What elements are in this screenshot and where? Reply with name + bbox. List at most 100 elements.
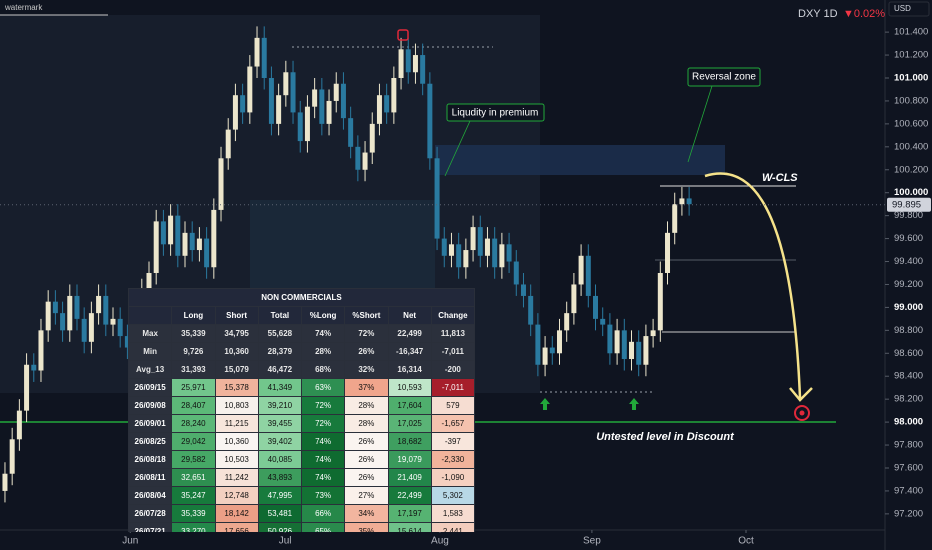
- candle-body: [585, 255, 591, 296]
- candle-body: [398, 49, 404, 78]
- candle-body: [484, 238, 490, 256]
- candle-body: [629, 341, 635, 360]
- y-tick-label: 100.200: [894, 164, 928, 175]
- cell: -7,011: [430, 378, 475, 397]
- cell: 32%: [344, 360, 389, 379]
- price-change: ▼0.02%: [843, 8, 885, 20]
- up-arrow-icon: [540, 398, 550, 410]
- cell: 28%: [344, 396, 389, 415]
- week-row: 26/08/25 29,042 10,360 39,402 74% 26% 18,682 -3…: [128, 432, 475, 451]
- candle-body: [520, 284, 526, 296]
- cell: 43,893: [257, 468, 303, 487]
- candle-body: [470, 227, 476, 251]
- cell: 66%: [300, 504, 346, 523]
- candle-body: [542, 347, 548, 365]
- candle-body: [412, 55, 418, 73]
- candle-body: [384, 95, 390, 113]
- candle-body: [326, 100, 332, 124]
- candle-body: [499, 244, 505, 268]
- x-tick-label: Sep: [583, 536, 601, 547]
- cell: 26%: [344, 468, 389, 487]
- y-tick-label: 100.600: [894, 118, 928, 129]
- cell: 72%: [300, 396, 346, 415]
- candle-body: [182, 232, 188, 256]
- cell: 47,995: [257, 486, 303, 505]
- candle-body: [240, 95, 246, 113]
- cell: 29,582: [171, 450, 216, 469]
- y-tick-label: 98.200: [894, 394, 923, 405]
- candle-body: [60, 313, 66, 331]
- candle-body: [319, 89, 325, 124]
- candle-body: [117, 318, 123, 337]
- candle-body: [506, 244, 512, 262]
- candle-body: [175, 215, 181, 256]
- y-tick-label: 97.600: [894, 463, 923, 474]
- target-icon: [799, 410, 805, 416]
- candle-body: [463, 250, 469, 268]
- candle-body: [52, 301, 58, 314]
- cell: 27%: [344, 486, 389, 505]
- cell: 34%: [344, 504, 389, 523]
- cell: 35,339: [171, 324, 216, 343]
- candle-body: [333, 83, 339, 101]
- header-cell: Change: [430, 306, 475, 325]
- annotation: Reversal zone: [692, 72, 756, 83]
- cell: 15,079: [214, 360, 259, 379]
- y-tick-label: 98.800: [894, 325, 923, 336]
- candle-body: [304, 106, 310, 142]
- cell: 28%: [300, 342, 346, 361]
- candle-body: [528, 295, 534, 325]
- cell: 63%: [300, 378, 346, 397]
- up-arrow-icon: [629, 398, 639, 410]
- cell: 10,803: [214, 396, 259, 415]
- week-row: 26/08/18 29,582 10,503 40,085 74% 26% 19,079 -2…: [128, 450, 475, 469]
- header-cell: [128, 306, 173, 325]
- candle-body: [600, 318, 606, 325]
- candle-body: [16, 410, 22, 440]
- y-tick-label: 98.000: [894, 417, 923, 428]
- x-tick-label: Oct: [738, 536, 754, 547]
- candle-body: [110, 318, 116, 325]
- cell: 26/07/28: [128, 504, 173, 523]
- annotation: Liqudity in premium: [452, 108, 539, 119]
- candle-body: [348, 118, 354, 147]
- y-tick-label: 100.400: [894, 141, 928, 152]
- y-tick-label: 99.800: [894, 210, 923, 221]
- candle-body: [571, 284, 577, 314]
- cell: 18,142: [214, 504, 259, 523]
- candle-body: [160, 221, 166, 245]
- cell: -200: [430, 360, 475, 379]
- cell: Max: [128, 324, 173, 343]
- currency-box: [888, 1, 930, 17]
- candle-body: [74, 295, 80, 319]
- candle-body: [672, 204, 678, 233]
- cell: 17,656: [214, 522, 259, 532]
- callout-line: [444, 120, 471, 177]
- cell: 28,379: [257, 342, 303, 361]
- candle-body: [340, 83, 346, 119]
- candle-body: [492, 238, 498, 268]
- cell: -16,347: [387, 342, 432, 361]
- candle-body: [564, 313, 570, 331]
- cell: 41,349: [257, 378, 303, 397]
- candle-body: [456, 244, 462, 268]
- premium-zone: [435, 145, 725, 175]
- cell: 37%: [344, 378, 389, 397]
- candle-body: [556, 330, 562, 354]
- cell: 10,593: [387, 378, 432, 397]
- table-title: NON COMMERCIALS: [128, 288, 475, 307]
- candle-body: [225, 129, 231, 159]
- candle-body: [592, 295, 598, 319]
- candle-body: [2, 473, 8, 491]
- candle-body: [391, 77, 397, 113]
- candle-body: [369, 123, 375, 153]
- candle-body: [45, 301, 51, 331]
- week-row: 26/08/11 32,651 11,242 43,893 74% 26% 21,409 -1…: [128, 468, 475, 487]
- cell: -1,090: [430, 468, 475, 487]
- candle-body: [420, 55, 426, 84]
- candle-body: [535, 324, 541, 365]
- cell: 15,614: [387, 522, 432, 532]
- cell: 19,079: [387, 450, 432, 469]
- candle-body: [607, 324, 613, 354]
